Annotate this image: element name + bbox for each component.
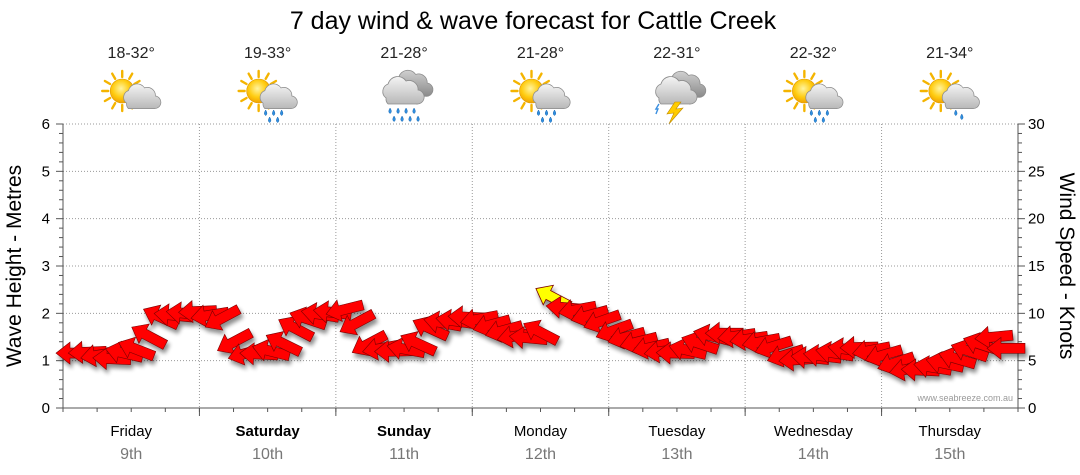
day-name: Friday [110,423,152,440]
left-axis-ticks: 0 1 2 3 4 5 6 [42,116,50,417]
day-date: 10th [252,446,283,463]
temperature-range: 19-33° [244,45,291,62]
day-labels: Friday 9th Saturday 10th Sunday 11th Monday 12t… [110,423,981,463]
storm-cloud-icon [656,71,706,124]
day-name: Wednesday [774,423,853,440]
right-tick-label: 25 [1028,163,1045,180]
weather-icons [102,70,979,124]
day-name: Monday [514,423,568,440]
day-name: Sunday [377,423,432,440]
right-axis-ticks: 0 5 10 15 20 25 30 [1028,116,1045,417]
day-date: 15th [934,446,965,463]
chart-title: 7 day wind & wave forecast for Cattle Cr… [290,7,777,35]
temperature-range: 21-28° [517,45,564,62]
left-axis-label: Wave Height - Metres [3,165,26,367]
right-tick-label: 10 [1028,305,1045,322]
temperature-range: 22-32° [790,45,837,62]
credit-text: www.seabreeze.com.au [916,393,1013,403]
right-axis-label: Wind Speed - Knots [1055,173,1078,360]
day-date: 13th [661,446,692,463]
left-tick-label: 4 [42,211,50,228]
left-tick-label: 2 [42,305,50,322]
temperature-range: 22-31° [653,45,700,62]
left-tick-label: 1 [42,353,50,370]
right-tick-label: 30 [1028,116,1045,133]
right-tick-label: 0 [1028,400,1036,417]
left-tick-label: 5 [42,163,50,180]
left-tick-label: 6 [42,116,50,133]
temperature-range: 21-34° [926,45,973,62]
sun-cloud-rain-icon [239,71,298,123]
day-date: 11th [389,446,419,463]
right-tick-label: 15 [1028,258,1045,275]
sun-cloud-rain-icon [512,71,571,123]
day-date: 14th [798,446,829,463]
day-name: Tuesday [648,423,705,440]
day-name: Saturday [236,423,301,440]
day-name: Thursday [919,423,982,440]
day-date: 9th [120,446,142,463]
day-date: 12th [525,446,556,463]
right-tick-label: 20 [1028,211,1045,228]
sun-cloud-icon [102,71,161,111]
left-tick-label: 0 [42,400,50,417]
rain-cloud-icon [383,70,433,121]
sun-cloud-rain-icon [784,71,843,123]
sun-cloud-shower-icon [921,71,980,120]
left-tick-label: 3 [42,258,50,275]
temperature-labels: 18-32° 19-33° 21-28° 21-28° 22-31° 22-32° 21-3… [108,45,974,62]
right-tick-label: 5 [1028,353,1036,370]
temperature-range: 21-28° [380,45,427,62]
temperature-range: 18-32° [108,45,155,62]
